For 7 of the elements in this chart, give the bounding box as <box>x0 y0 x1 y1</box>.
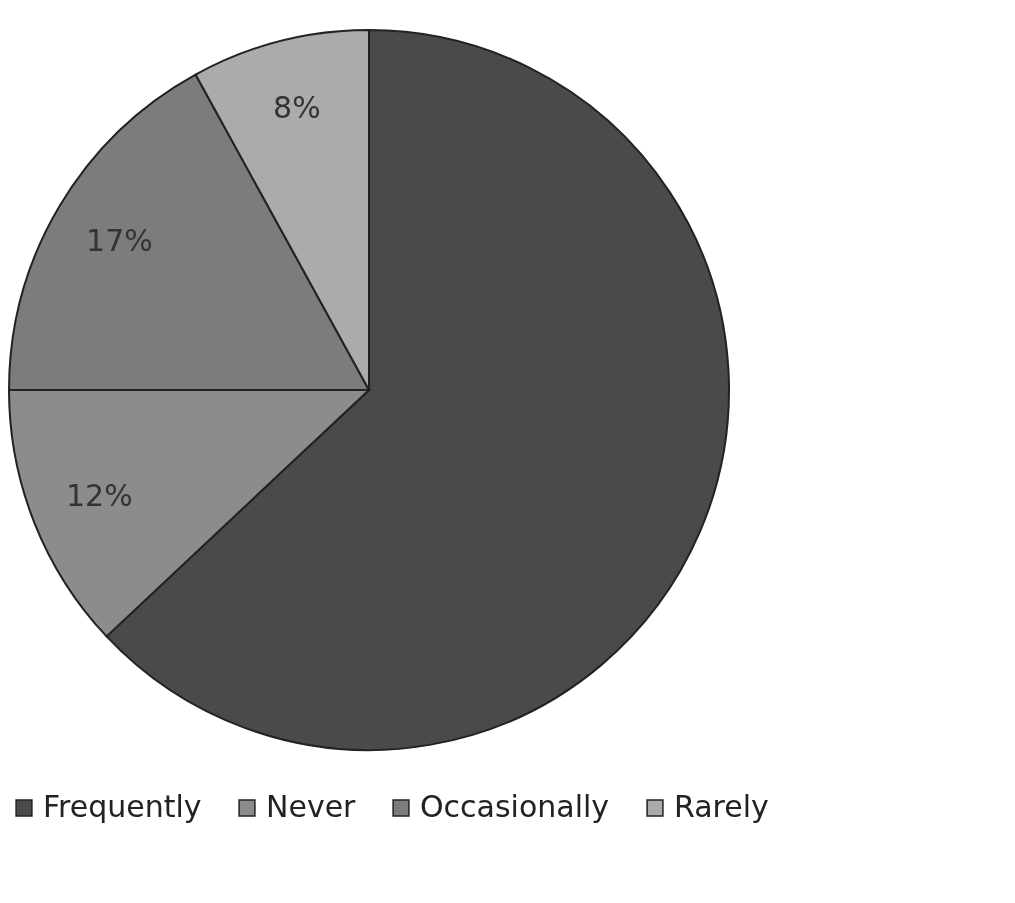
data-label: 17% <box>86 223 153 259</box>
data-label: 12% <box>66 477 133 513</box>
data-label: 8% <box>273 90 321 126</box>
legend-label: Never <box>266 789 357 824</box>
legend-label: Rarely <box>674 789 769 824</box>
legend-label: Occasionally <box>420 789 610 824</box>
legend-label: Frequently <box>43 789 202 824</box>
